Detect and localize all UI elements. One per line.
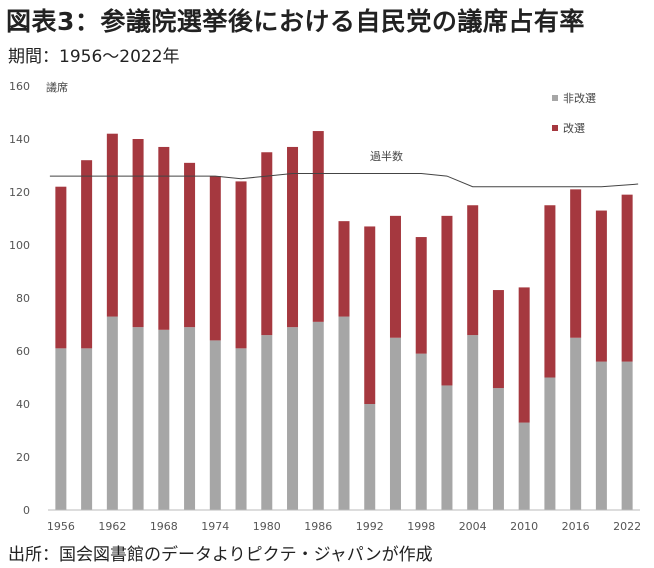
bar-reelected <box>518 287 530 423</box>
bar-reelected <box>235 181 247 349</box>
bar-non-reelected <box>158 329 170 510</box>
bar-non-reelected <box>55 348 67 510</box>
legend-label: 非改選 <box>563 91 596 105</box>
source-note: 出所：国会図書館のデータよりピクテ・ジャパンが作成 <box>8 545 433 565</box>
y-tick-label: 100 <box>9 239 30 252</box>
bar-non-reelected <box>441 385 453 510</box>
legend-swatch <box>552 125 558 131</box>
y-tick-label: 0 <box>23 504 30 517</box>
x-tick-label: 1998 <box>407 520 435 533</box>
x-tick-label: 2016 <box>562 520 590 533</box>
bar-non-reelected <box>389 337 401 510</box>
bar-reelected <box>441 215 453 386</box>
bar-reelected <box>55 186 67 349</box>
majority-line-label: 過半数 <box>370 149 403 163</box>
bar-reelected <box>415 237 427 354</box>
chart-title: 図表3：参議院選挙後における自民党の議席占有率 <box>6 7 585 36</box>
x-tick-label: 1980 <box>253 520 281 533</box>
bar-reelected <box>338 221 350 317</box>
bar-non-reelected <box>287 327 299 510</box>
bar-non-reelected <box>261 335 273 510</box>
bar-reelected <box>132 139 144 328</box>
bar-non-reelected <box>209 340 221 510</box>
y-tick-label: 160 <box>9 80 30 93</box>
bar-non-reelected <box>338 316 350 510</box>
x-tick-label: 2010 <box>510 520 538 533</box>
bar-non-reelected <box>492 388 504 510</box>
period-label: 期間：1956～2022年 <box>8 47 180 67</box>
bar-reelected <box>106 133 118 317</box>
bar-non-reelected <box>570 337 582 510</box>
bar-reelected <box>261 152 273 336</box>
x-tick-label: 2022 <box>613 520 641 533</box>
bar-non-reelected <box>81 348 93 510</box>
x-tick-label: 1962 <box>98 520 126 533</box>
bar-non-reelected <box>132 327 144 510</box>
x-tick-label: 1986 <box>304 520 332 533</box>
y-tick-label: 60 <box>16 345 30 358</box>
bar-reelected <box>364 226 376 404</box>
y-tick-label: 120 <box>9 186 30 199</box>
x-tick-label: 1992 <box>356 520 384 533</box>
bar-reelected <box>544 205 556 378</box>
bar-reelected <box>389 215 401 338</box>
bar-reelected <box>287 146 299 328</box>
y-tick-label: 140 <box>9 133 30 146</box>
y-axis-label: 議席 <box>46 80 68 94</box>
bar-non-reelected <box>595 361 607 510</box>
bar-reelected <box>81 160 93 349</box>
bar-non-reelected <box>415 353 427 510</box>
bar-non-reelected <box>235 348 247 510</box>
bar-reelected <box>184 162 196 328</box>
legend-label: 改選 <box>563 121 585 135</box>
bar-non-reelected <box>621 361 633 510</box>
bar-non-reelected <box>106 316 118 510</box>
bar-non-reelected <box>544 377 556 510</box>
x-tick-label: 1974 <box>201 520 229 533</box>
y-tick-label: 80 <box>16 292 30 305</box>
bar-reelected <box>312 131 324 322</box>
bar-reelected <box>595 210 607 362</box>
bar-reelected <box>209 176 221 341</box>
x-tick-label: 1956 <box>47 520 75 533</box>
y-tick-label: 40 <box>16 398 30 411</box>
bar-non-reelected <box>467 335 479 510</box>
x-tick-label: 1968 <box>150 520 178 533</box>
legend-swatch <box>552 95 558 101</box>
bar-non-reelected <box>364 404 376 510</box>
bar-reelected <box>158 146 170 330</box>
x-tick-label: 2004 <box>459 520 487 533</box>
bar-non-reelected <box>312 321 324 510</box>
bar-reelected <box>570 189 582 338</box>
bar-reelected <box>492 290 504 389</box>
bar-reelected <box>621 194 633 362</box>
bar-reelected <box>467 205 479 336</box>
majority-line <box>49 172 639 188</box>
y-tick-label: 20 <box>16 451 30 464</box>
bar-non-reelected <box>518 422 530 510</box>
bar-non-reelected <box>184 327 196 510</box>
